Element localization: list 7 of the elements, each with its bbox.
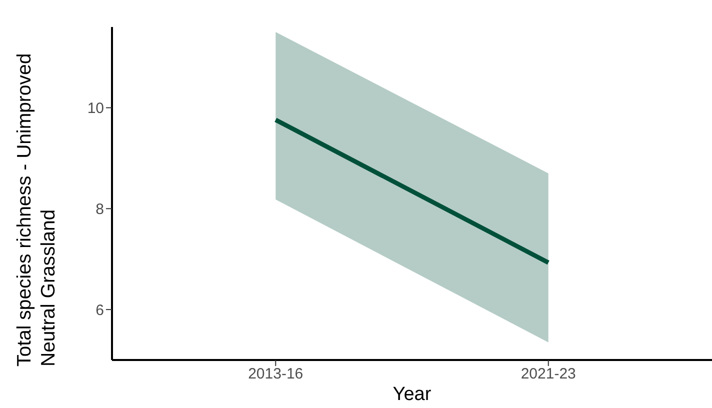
x-axis-title: Year	[392, 384, 432, 405]
y-tick-label: 8	[96, 200, 104, 218]
x-tick-label: 2021-23	[520, 366, 576, 383]
x-tick-label: 2013-16	[248, 366, 304, 383]
y-tick-label: 6	[96, 302, 104, 319]
y-axis-title: Total species richness - Unimproved Neutral Grassland	[12, 52, 60, 366]
y-tick-label: 10	[87, 100, 104, 118]
